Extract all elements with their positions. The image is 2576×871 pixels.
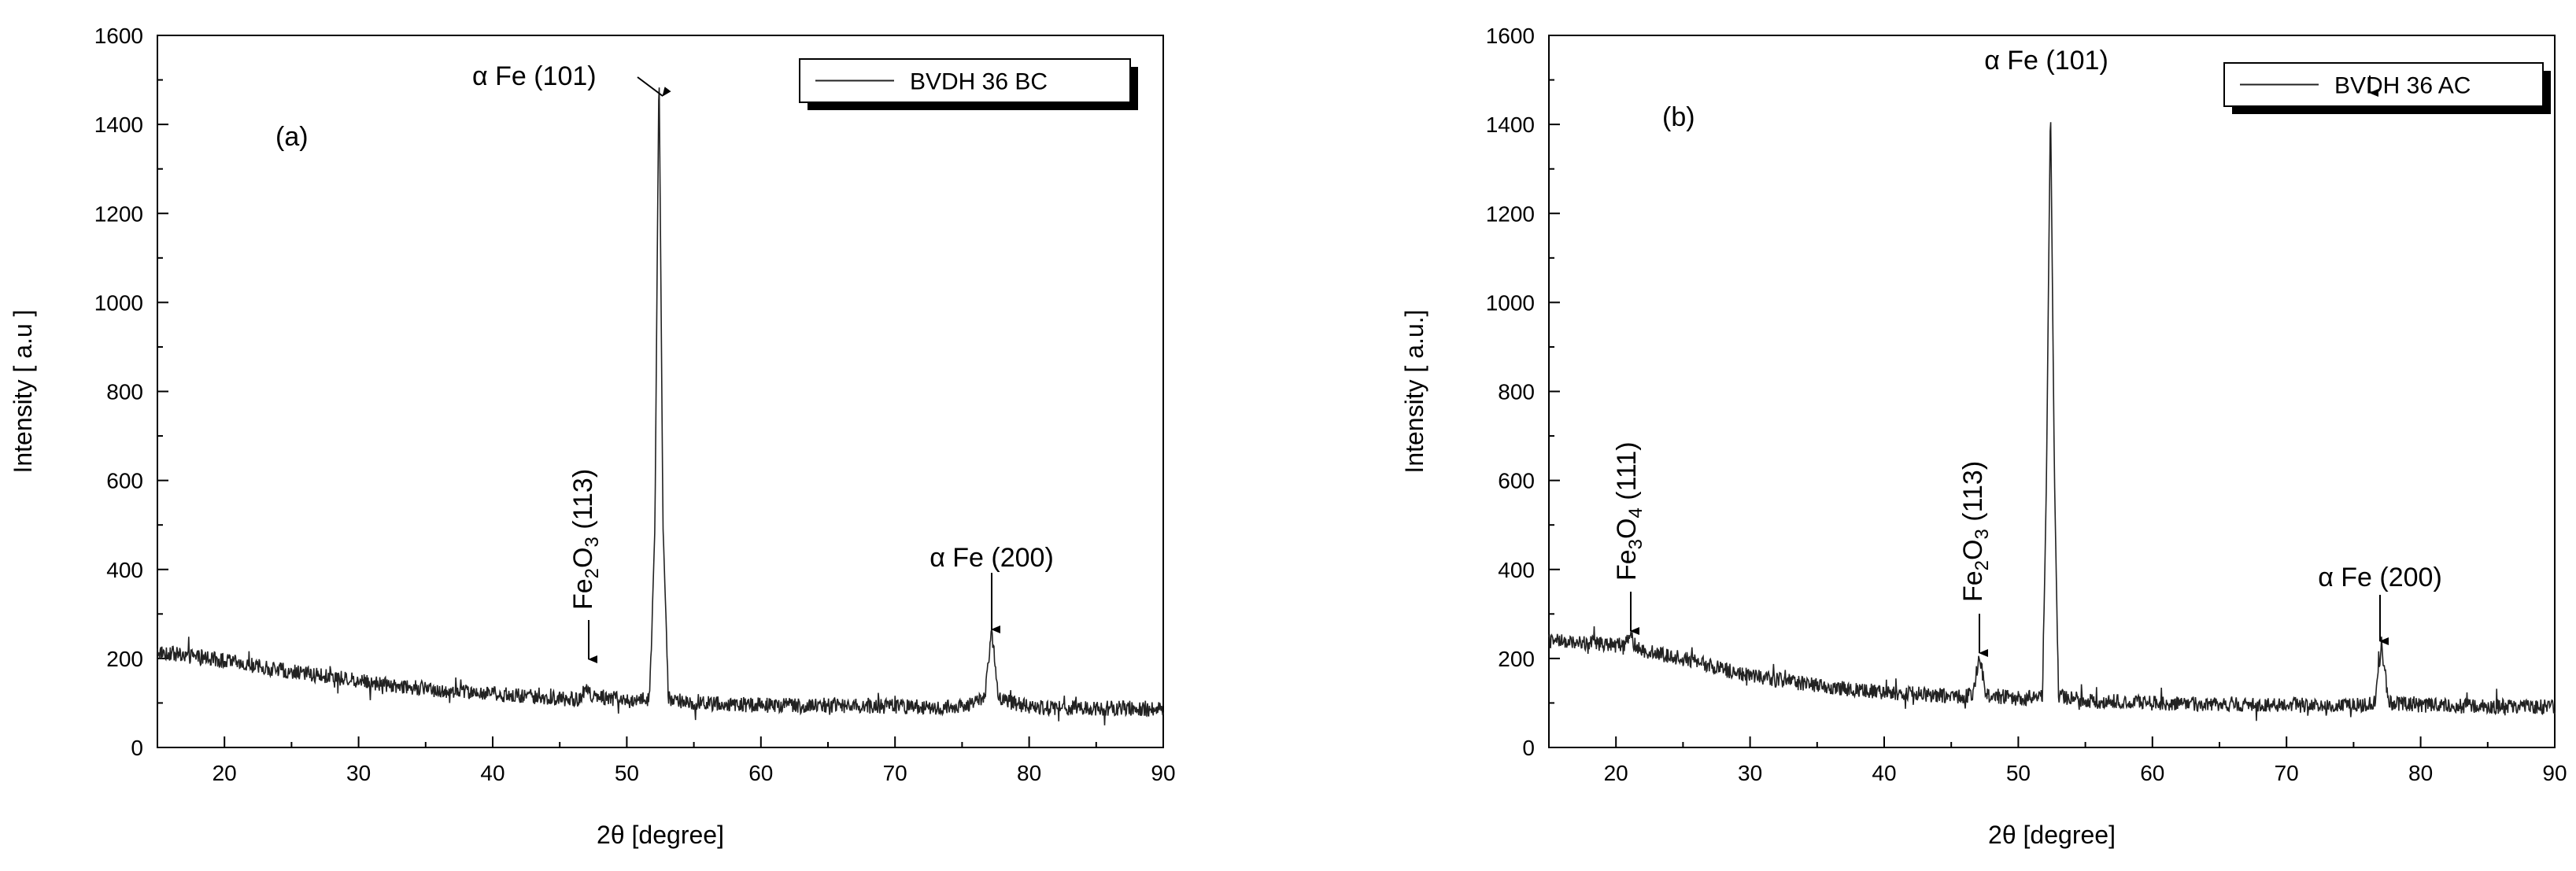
x-tick-label: 70 <box>2275 761 2299 785</box>
x-tick-label: 40 <box>480 761 504 785</box>
x-tick-label: 90 <box>1151 761 1175 785</box>
y-tick-label: 1600 <box>94 24 143 48</box>
y-tick-label: 400 <box>106 558 143 582</box>
peak-annotation: Fe2​O3​ (113) <box>1958 461 1993 602</box>
chart-panel-b: 20 30 40 50 60 70 80 90 0 200 400 600 800 1000 1200 140… <box>1400 24 2567 849</box>
peak-annotation: Fe2​O3​ (113) <box>568 469 603 610</box>
panel-label: (b) <box>1662 102 1695 132</box>
legend-label: BVDH 36 AC <box>2334 73 2471 99</box>
y-tick-label: 200 <box>1498 647 1535 671</box>
series-line <box>157 87 1164 725</box>
y-tick-label: 200 <box>106 647 143 671</box>
peak-annotation: α Fe (200) <box>930 543 1054 573</box>
peak-annotation: α Fe (101) <box>1984 46 2108 76</box>
y-axis-title: Intensity [ a.u ] <box>9 309 37 473</box>
x-tick-label: 40 <box>1872 761 1896 785</box>
y-tick-label: 1400 <box>1486 113 1535 137</box>
x-tick-label: 30 <box>1738 761 1762 785</box>
plot-frame <box>157 35 1164 748</box>
y-tick-label: 800 <box>1498 380 1535 404</box>
x-tick-label: 30 <box>346 761 371 785</box>
x-tick-label: 50 <box>2006 761 2031 785</box>
x-tick-label: 60 <box>748 761 773 785</box>
x-tick-label: 50 <box>615 761 639 785</box>
peak-arrow <box>637 76 671 97</box>
panel-label: (a) <box>275 122 309 152</box>
y-axis-title: Intensity [ a.u.] <box>1400 309 1428 473</box>
y-tick-label: 1600 <box>1486 24 1535 48</box>
y-tick-label: 400 <box>1498 558 1535 582</box>
y-tick-label: 0 <box>131 736 143 760</box>
y-tick-label: 1200 <box>94 201 143 226</box>
y-tick-label: 1200 <box>1486 201 1535 226</box>
series-line <box>1548 122 2556 722</box>
x-tick-label: 60 <box>2140 761 2164 785</box>
y-tick-label: 1000 <box>94 290 143 315</box>
x-tick-label: 20 <box>213 761 237 785</box>
x-tick-label: 70 <box>883 761 907 785</box>
y-tick-label: 600 <box>106 469 143 493</box>
x-tick-label: 20 <box>1604 761 1628 785</box>
y-tick-label: 600 <box>1498 469 1535 493</box>
y-tick-label: 1000 <box>1486 290 1535 315</box>
y-tick-label: 0 <box>1522 736 1535 760</box>
plot-frame <box>1548 35 2556 748</box>
x-tick-label: 90 <box>2542 761 2567 785</box>
x-axis-title: 2θ [degree] <box>597 821 724 849</box>
y-tick-label: 1400 <box>94 113 143 137</box>
x-tick-label: 80 <box>1017 761 1041 785</box>
peak-annotation: α Fe (200) <box>2318 563 2442 592</box>
chart-panel-a: 20 30 40 50 60 70 80 90 0 200 400 600 800 1000 1200 140… <box>9 24 1176 849</box>
x-axis-title: 2θ [degree] <box>1988 821 2116 849</box>
y-tick-label: 800 <box>106 380 143 404</box>
x-tick-label: 80 <box>2408 761 2433 785</box>
legend-label: BVDH 36 BC <box>910 69 1048 95</box>
peak-annotation: Fe3​O4​ (111) <box>1612 441 1646 581</box>
peak-annotation: α Fe (101) <box>472 61 597 91</box>
